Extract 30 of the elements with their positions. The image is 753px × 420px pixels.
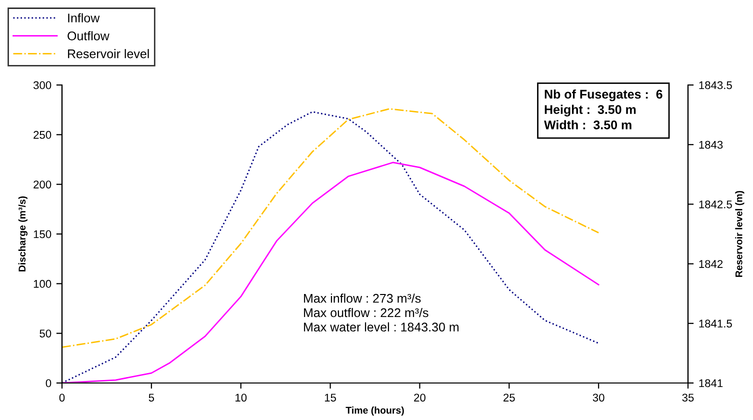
y2-tick-label: 1841 [699,379,723,388]
y2-tick-label: 1843 [699,140,723,149]
annotation: Nb of Fusegates : 6 Height : 3.50 m Width : 3.50 m [544,89,662,130]
y-tick-label: 250 [34,130,52,139]
y-tick-label: 200 [34,180,52,188]
y2-tick-label: 1842.5 [699,200,732,208]
x-tick-label: 35 [682,394,694,402]
y-tick-label: 300 [33,81,52,90]
x-tick-label: 15 [324,394,336,402]
y2-axis-title: Reservoir level (m) [735,190,744,277]
y-tick-label: 0 [46,379,52,388]
x-axis-title: Time (hours) [346,406,404,416]
x-tick-label: 25 [504,394,515,402]
y2-tick-label: 1842 [699,260,723,268]
line-series [62,162,600,383]
y-tick-label: 50 [40,330,52,338]
annotation: Max inflow : 273 m³/s Max outflow : 222 m³/s Max water level : 1843.30 m [304,294,459,332]
x-tick-label: 0 [59,394,65,402]
y-axis-title: Discharge (m³/s) [18,196,28,272]
legend-label: Outflow [68,31,110,40]
y-tick-label: 150 [34,230,52,238]
x-tick-label: 30 [592,394,604,402]
x-tick-label: 20 [414,394,426,402]
x-tick-label: 5 [148,394,154,402]
y2-tick-label: 1841.5 [699,320,732,328]
x-tick-label: 10 [236,394,247,402]
legend-label: Inflow [68,13,100,22]
y2-tick-label: 1843.5 [699,81,732,90]
legend-label: Reservoir level [68,49,149,58]
y-tick-label: 100 [34,280,52,288]
